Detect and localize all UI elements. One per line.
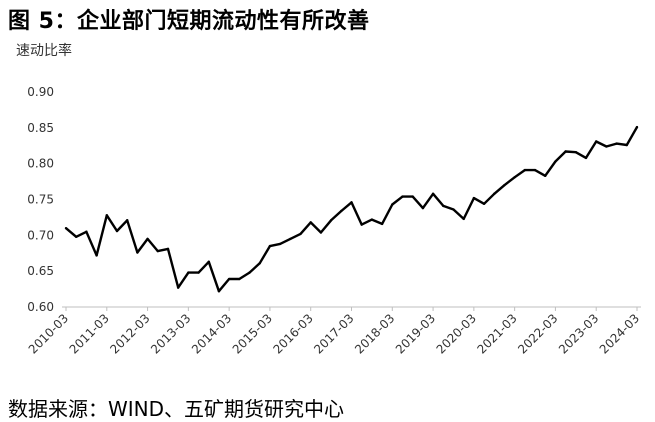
data-point <box>421 206 425 210</box>
data-point <box>227 277 231 281</box>
data-point <box>411 195 414 198</box>
data-point <box>503 183 506 187</box>
data-point <box>146 237 149 241</box>
data-point <box>176 286 180 289</box>
data-point <box>115 229 119 233</box>
data-point <box>615 142 618 145</box>
data-point <box>533 168 537 172</box>
x-tick-label: 2016-03 <box>270 311 315 356</box>
data-point <box>554 160 557 163</box>
x-tick-label: 2012-03 <box>107 311 152 356</box>
data-point <box>74 235 78 238</box>
x-tick-label: 2010-03 <box>26 311 71 356</box>
data-point <box>391 203 394 206</box>
y-axis-ticks: 0.60 0.65 0.70 0.75 0.80 0.85 0.90 <box>27 85 54 314</box>
data-point <box>278 242 282 246</box>
data-point <box>340 209 343 213</box>
data-point <box>513 176 516 179</box>
series-line <box>65 126 639 293</box>
data-point <box>380 222 384 226</box>
y-tick-label: 0.60 <box>27 300 54 314</box>
data-point <box>187 271 190 274</box>
data-point <box>64 226 68 230</box>
data-point <box>360 223 363 226</box>
y-tick-label: 0.65 <box>27 264 54 278</box>
data-point <box>289 237 292 241</box>
chart-title: 图 5：企业部门短期流动性有所改善 <box>8 9 370 34</box>
data-point <box>442 204 445 208</box>
data-point <box>625 143 629 147</box>
data-point <box>493 192 496 195</box>
x-tick-label: 2018-03 <box>352 311 397 356</box>
data-point <box>166 247 170 251</box>
data-point <box>299 232 302 236</box>
data-point <box>605 145 608 148</box>
y-tick-label: 0.75 <box>27 193 54 207</box>
data-points <box>64 125 639 293</box>
x-tick-label: 2022-03 <box>515 311 560 356</box>
y-axis-label: 速动比率 <box>16 43 72 59</box>
x-tick-label: 2020-03 <box>434 311 479 356</box>
data-point <box>248 271 251 274</box>
data-point <box>523 168 527 172</box>
data-point <box>584 156 588 160</box>
y-tick-label: 0.90 <box>27 85 54 99</box>
data-point <box>197 271 200 274</box>
x-tick-label: 2017-03 <box>311 311 356 356</box>
data-point <box>258 262 261 265</box>
y-tick-label: 0.70 <box>27 228 54 242</box>
x-axis-ticks: 2010-032011-032012-032013-032014-032015-… <box>26 307 642 357</box>
x-tick-label: 2011-03 <box>67 311 112 356</box>
data-point <box>268 244 272 248</box>
data-point <box>574 151 578 154</box>
x-tick-label: 2021-03 <box>474 311 519 356</box>
data-point <box>105 214 108 217</box>
line-chart: 0.60 0.65 0.70 0.75 0.80 0.85 0.90 2010-032011… <box>26 85 642 357</box>
data-point <box>136 251 139 254</box>
source-note: 数据来源：WIND、五矿期货研究中心 <box>8 397 345 421</box>
y-tick-label: 0.80 <box>27 157 54 171</box>
data-point <box>207 260 210 264</box>
data-point <box>85 230 88 233</box>
data-point <box>544 174 547 178</box>
data-point <box>482 202 486 205</box>
data-point <box>329 219 333 222</box>
y-tick-label: 0.85 <box>27 121 54 135</box>
x-tick-label: 2024-03 <box>597 311 642 356</box>
data-point <box>472 196 476 200</box>
data-point <box>452 208 455 211</box>
data-point <box>156 249 159 253</box>
data-point <box>635 125 639 129</box>
data-point <box>564 150 567 153</box>
data-point <box>370 218 374 221</box>
data-point <box>125 219 129 222</box>
data-point <box>595 140 598 143</box>
data-point <box>350 201 353 204</box>
data-point <box>431 192 435 195</box>
data-point <box>401 195 404 198</box>
data-point <box>217 290 221 293</box>
data-point <box>238 277 241 281</box>
data-point <box>319 231 323 234</box>
x-tick-label: 2015-03 <box>230 311 275 356</box>
x-tick-label: 2013-03 <box>148 311 193 356</box>
x-tick-label: 2014-03 <box>189 311 234 356</box>
data-point <box>462 217 465 221</box>
data-point <box>309 221 312 224</box>
x-tick-label: 2023-03 <box>556 311 601 356</box>
x-tick-label: 2019-03 <box>393 311 438 356</box>
data-point <box>95 254 98 257</box>
